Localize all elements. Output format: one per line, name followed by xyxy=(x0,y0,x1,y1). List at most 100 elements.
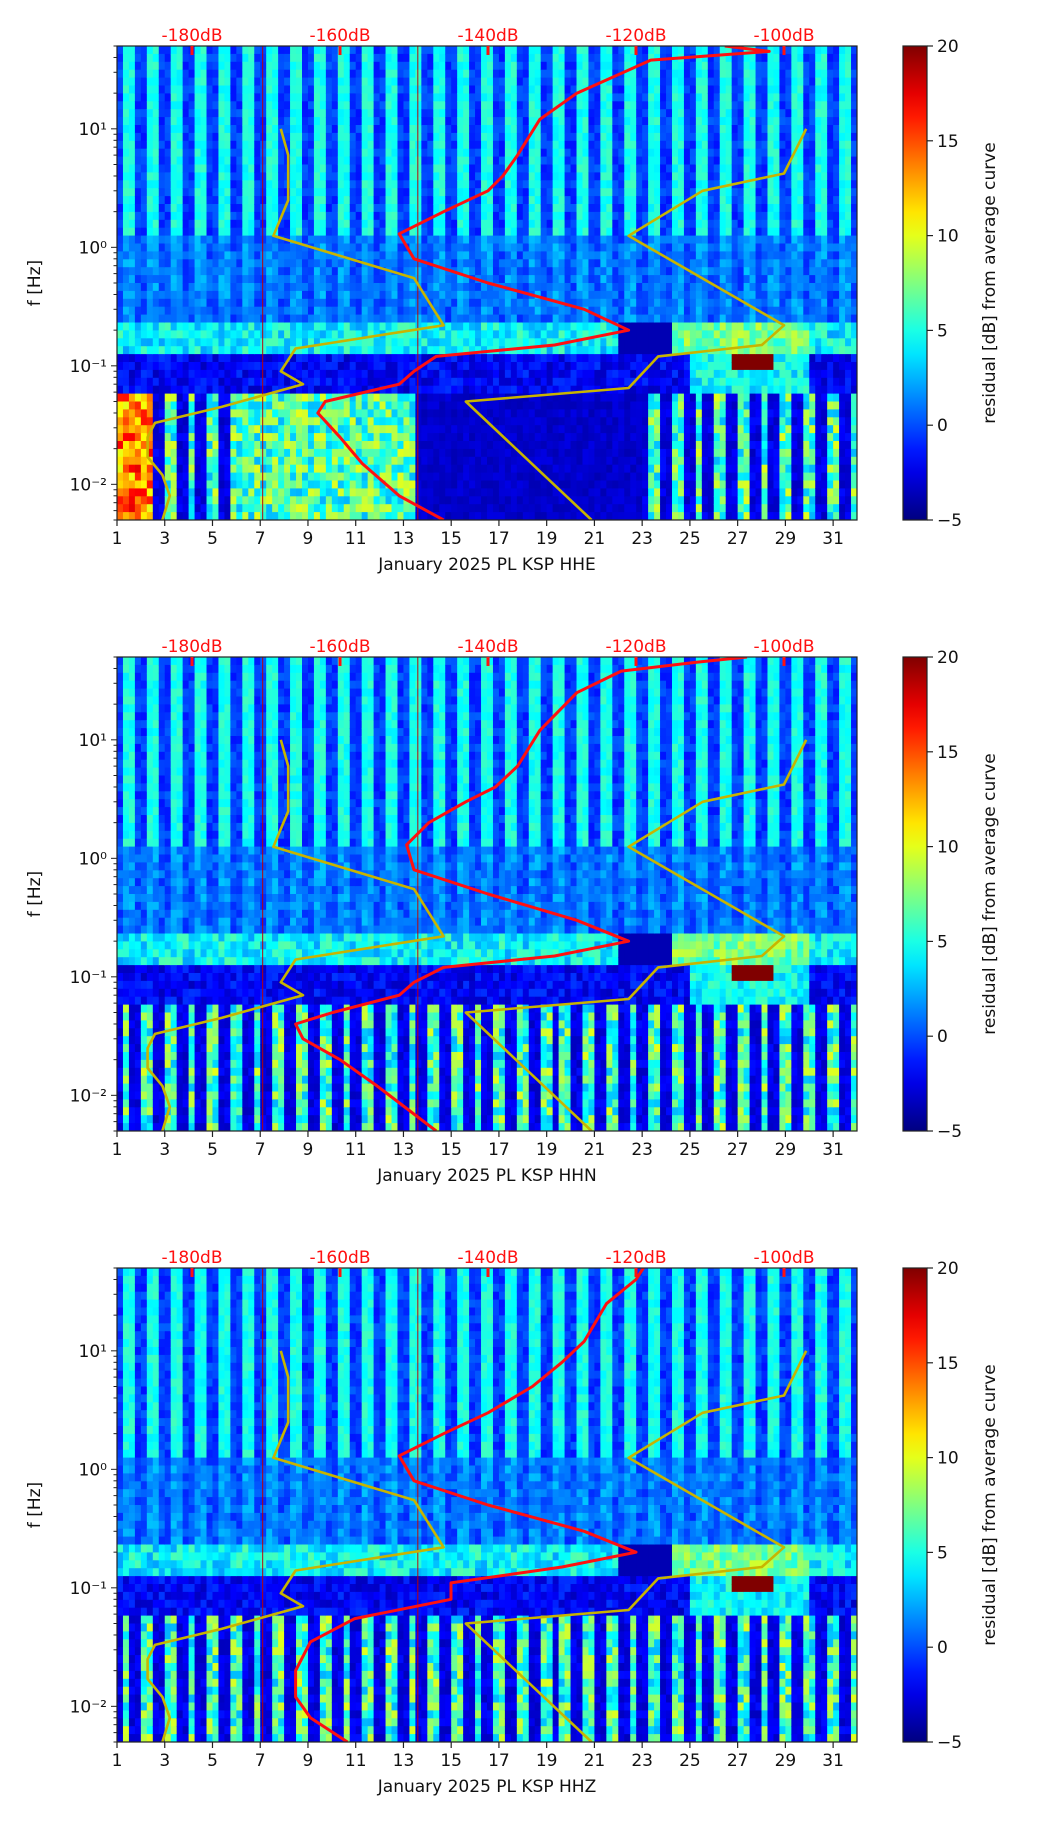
top-db-label: -160dB xyxy=(309,26,370,46)
colorbar xyxy=(903,46,927,520)
x-tick-label: 11 xyxy=(345,1751,367,1771)
colorbar-tick-label: 20 xyxy=(937,1259,959,1279)
x-tick-label: 19 xyxy=(536,529,558,549)
x-tick-label: 3 xyxy=(159,529,170,549)
x-tick-label: 23 xyxy=(631,529,653,549)
x-tick-label: 9 xyxy=(303,529,314,549)
y-tick-label: 10⁰ xyxy=(79,238,108,258)
x-tick-label: 7 xyxy=(255,1751,266,1771)
x-tick-label: 9 xyxy=(303,1140,314,1160)
x-tick-label: 21 xyxy=(584,1140,606,1160)
y-tick-label: 10¹ xyxy=(79,1342,107,1362)
x-tick-label: 7 xyxy=(255,529,266,549)
x-tick-label: 29 xyxy=(775,529,797,549)
top-db-label: -180dB xyxy=(161,1248,222,1268)
top-db-label: -100dB xyxy=(753,1248,814,1268)
x-tick-label: 27 xyxy=(727,529,749,549)
y-axis-label: f [Hz] xyxy=(25,1482,45,1528)
heatmap-cells xyxy=(117,1268,858,1743)
x-tick-label: 25 xyxy=(679,529,701,549)
x-tick-label: 23 xyxy=(631,1140,653,1160)
x-tick-label: 27 xyxy=(727,1140,749,1160)
x-tick-label: 13 xyxy=(393,529,415,549)
top-db-label: -100dB xyxy=(753,637,814,657)
x-tick-label: 15 xyxy=(440,1140,462,1160)
x-tick-label: 9 xyxy=(303,1751,314,1771)
colorbar-tick-label: 10 xyxy=(937,1449,959,1469)
top-db-label: -140dB xyxy=(457,26,518,46)
y-tick-label: 10⁰ xyxy=(79,1460,108,1480)
x-tick-label: 3 xyxy=(159,1751,170,1771)
x-tick-label: 19 xyxy=(536,1751,558,1771)
x-tick-label: 11 xyxy=(345,529,367,549)
y-tick-label: 10⁰ xyxy=(79,849,108,869)
x-tick-label: 17 xyxy=(488,1751,510,1771)
top-db-label: -100dB xyxy=(753,26,814,46)
x-tick-label: 15 xyxy=(440,1751,462,1771)
colorbar-tick-label: 15 xyxy=(937,1354,959,1374)
x-tick-label: 7 xyxy=(255,1140,266,1160)
x-tick-label: 13 xyxy=(393,1140,415,1160)
colorbar-tick-label: 20 xyxy=(937,37,959,57)
x-tick-label: 17 xyxy=(488,1140,510,1160)
colorbar-tick-label: −5 xyxy=(937,1733,962,1753)
heatmap-cells xyxy=(117,657,858,1132)
y-tick-label: 10⁻² xyxy=(70,1086,107,1106)
x-axis-label: January 2025 PL KSP HHE xyxy=(377,555,596,575)
top-db-label: -160dB xyxy=(309,1248,370,1268)
colorbar-label: residual [dB] from average curve xyxy=(980,1364,1000,1645)
y-tick-label: 10⁻¹ xyxy=(70,357,107,377)
x-tick-label: 5 xyxy=(207,529,218,549)
top-db-label: -120dB xyxy=(605,26,666,46)
colorbar-tick-label: 0 xyxy=(937,1638,948,1658)
top-db-label: -180dB xyxy=(161,26,222,46)
x-tick-label: 27 xyxy=(727,1751,749,1771)
colorbar-tick-label: 0 xyxy=(937,416,948,436)
heatmap-cells xyxy=(117,46,858,521)
x-tick-label: 1 xyxy=(112,1751,123,1771)
x-tick-label: 31 xyxy=(822,1140,844,1160)
x-tick-label: 31 xyxy=(822,529,844,549)
colorbar-tick-label: 5 xyxy=(937,1543,948,1563)
x-tick-label: 29 xyxy=(775,1751,797,1771)
top-db-label: -140dB xyxy=(457,637,518,657)
y-axis-label: f [Hz] xyxy=(25,260,45,306)
colorbar-tick-label: −5 xyxy=(937,511,962,531)
x-tick-label: 23 xyxy=(631,1751,653,1771)
x-tick-label: 5 xyxy=(207,1751,218,1771)
top-db-label: -160dB xyxy=(309,637,370,657)
colorbar-label: residual [dB] from average curve xyxy=(980,753,1000,1034)
x-tick-label: 15 xyxy=(440,529,462,549)
x-tick-label: 19 xyxy=(536,1140,558,1160)
colorbar-tick-label: −5 xyxy=(937,1122,962,1142)
colorbar-tick-label: 15 xyxy=(937,132,959,152)
colorbar-tick-label: 15 xyxy=(937,743,959,763)
colorbar-tick-label: 10 xyxy=(937,838,959,858)
colorbar-label: residual [dB] from average curve xyxy=(980,142,1000,423)
colorbar-tick-label: 5 xyxy=(937,932,948,952)
colorbar-tick-label: 5 xyxy=(937,321,948,341)
colorbar xyxy=(903,657,927,1131)
x-tick-label: 11 xyxy=(345,1140,367,1160)
x-tick-label: 1 xyxy=(112,1140,123,1160)
top-db-label: -120dB xyxy=(605,1248,666,1268)
x-tick-label: 3 xyxy=(159,1140,170,1160)
y-axis-label: f [Hz] xyxy=(25,871,45,917)
x-tick-label: 21 xyxy=(584,1751,606,1771)
colorbar-tick-label: 10 xyxy=(937,227,959,247)
top-db-label: -120dB xyxy=(605,637,666,657)
x-axis-label: January 2025 PL KSP HHN xyxy=(376,1166,597,1186)
y-tick-label: 10¹ xyxy=(79,731,107,751)
y-tick-label: 10⁻² xyxy=(70,1697,107,1717)
y-tick-label: 10¹ xyxy=(79,120,107,140)
colorbar-tick-label: 20 xyxy=(937,648,959,668)
y-tick-label: 10⁻¹ xyxy=(70,1579,107,1599)
x-tick-label: 29 xyxy=(775,1140,797,1160)
y-tick-label: 10⁻² xyxy=(70,475,107,495)
x-tick-label: 17 xyxy=(488,529,510,549)
top-db-label: -180dB xyxy=(161,637,222,657)
x-tick-label: 21 xyxy=(584,529,606,549)
